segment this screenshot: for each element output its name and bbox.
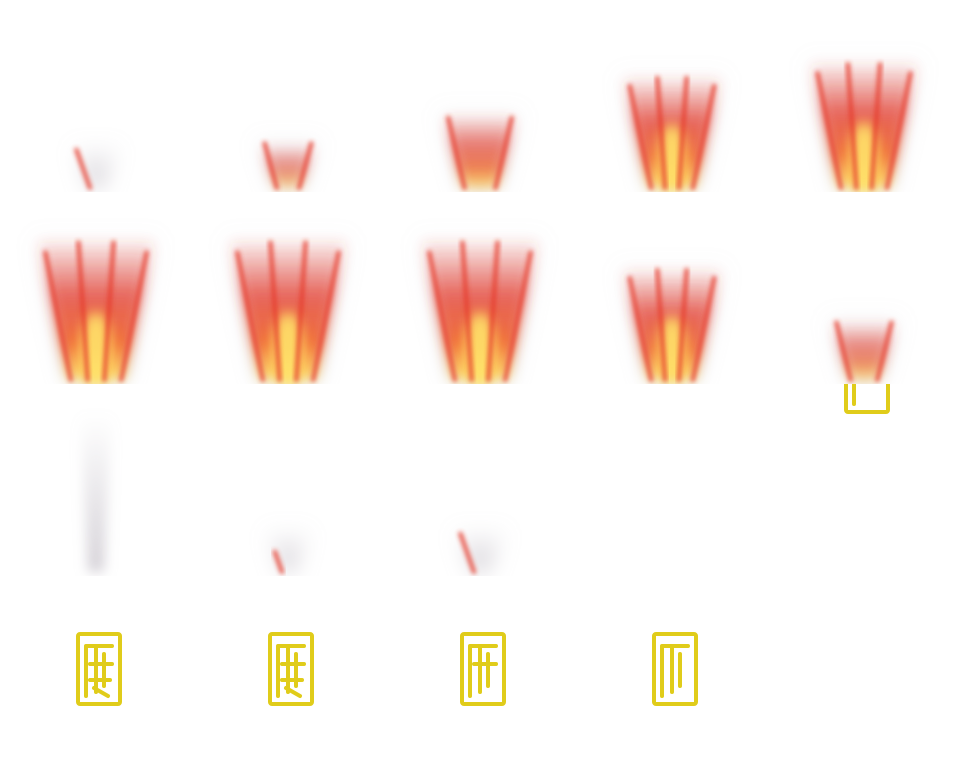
flame-burst-icon — [576, 0, 768, 192]
flame-burst-icon — [384, 0, 576, 192]
empty-frame-icon — [768, 576, 960, 768]
frame-1-flame — [0, 0, 192, 192]
frame-15-seal — [768, 384, 960, 576]
frame-16-seal — [0, 576, 192, 768]
smoke-wisp — [80, 414, 112, 572]
frame-6-flame — [0, 192, 192, 384]
flame-burst-icon — [384, 384, 576, 576]
frame-7-flame — [192, 192, 384, 384]
gold-seal-icon — [768, 384, 960, 576]
frame-13-flame — [384, 384, 576, 576]
frame-9-flame — [576, 192, 768, 384]
frame-18-seal — [384, 576, 576, 768]
seal-glyph — [270, 634, 312, 704]
gold-seal-icon — [384, 576, 576, 768]
gold-seal-icon — [0, 576, 192, 768]
smoke-haze — [264, 527, 312, 572]
seal-glyph — [654, 634, 696, 704]
frame-19-seal — [576, 576, 768, 768]
frame-20-empty — [768, 576, 960, 768]
smoke-wisp-icon — [0, 384, 192, 576]
flame-burst-icon — [192, 192, 384, 384]
gold-seal-icon — [576, 576, 768, 768]
frame-8-flame — [384, 192, 576, 384]
frame-12-flame — [192, 384, 384, 576]
frame-14-empty — [576, 384, 768, 576]
frame-4-flame — [576, 0, 768, 192]
frame-5-flame — [768, 0, 960, 192]
seal-glyph — [462, 634, 504, 704]
flame-burst-icon — [0, 0, 192, 192]
flame-burst-icon — [0, 192, 192, 384]
flame-burst-icon — [768, 192, 960, 384]
gold-seal-icon — [192, 576, 384, 768]
flame-burst-icon — [192, 0, 384, 192]
seal-glyph — [78, 634, 120, 704]
flame-burst-icon — [768, 0, 960, 192]
seal-glyph — [846, 384, 888, 412]
frame-3-flame — [384, 0, 576, 192]
frame-2-flame — [192, 0, 384, 192]
frame-10-flame — [768, 192, 960, 384]
flame-burst-icon — [384, 192, 576, 384]
flame-burst-icon — [192, 384, 384, 576]
empty-frame-icon — [576, 384, 768, 576]
frame-17-seal — [192, 576, 384, 768]
frame-11-smoke — [0, 384, 192, 576]
flame-burst-icon — [576, 192, 768, 384]
